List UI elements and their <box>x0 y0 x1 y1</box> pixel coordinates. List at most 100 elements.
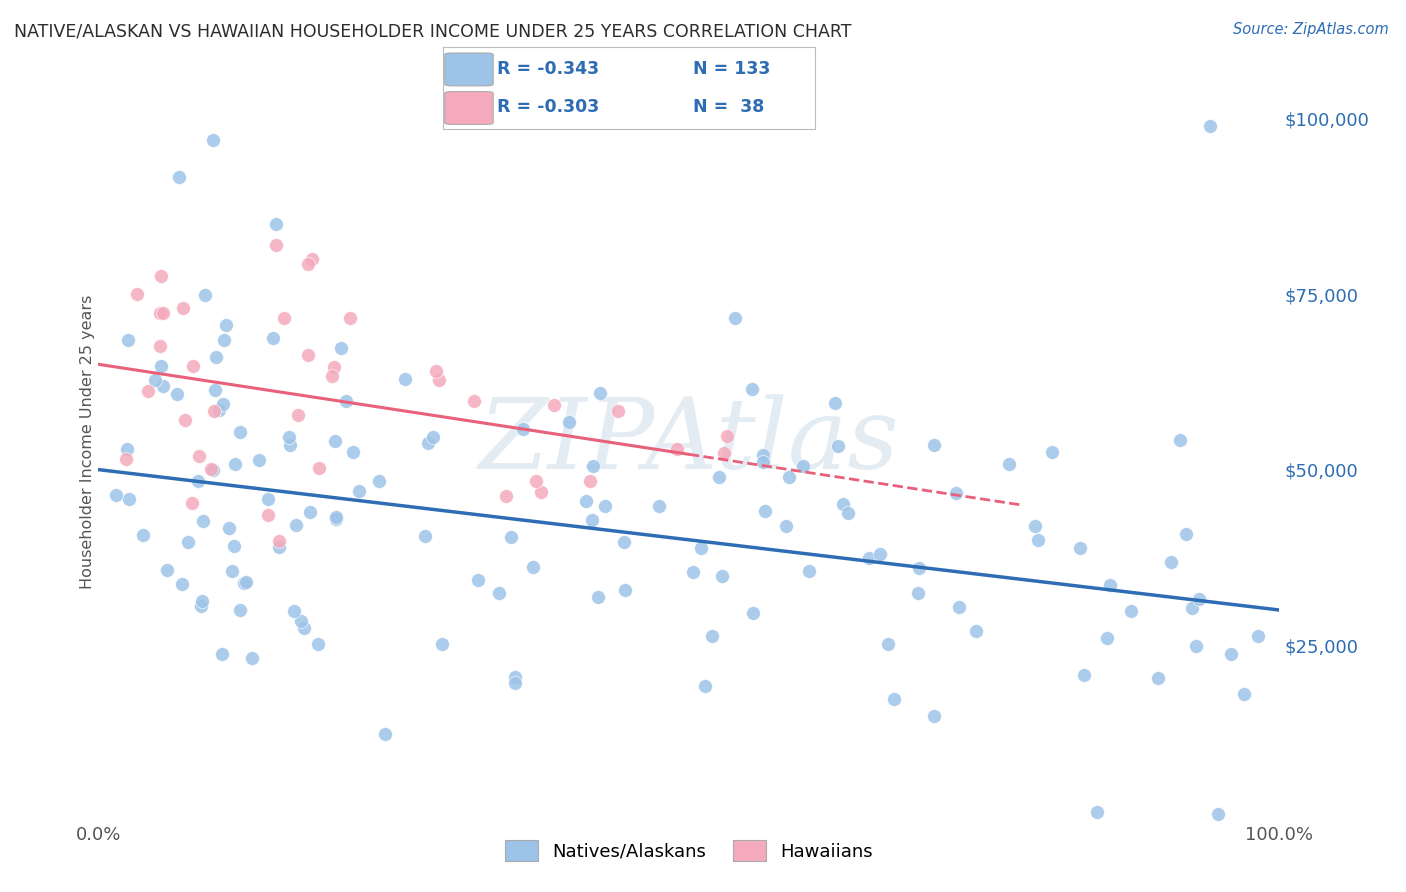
Point <box>335 394 357 409</box>
Point <box>1099 578 1122 592</box>
Point <box>1085 805 1108 819</box>
Point <box>283 604 305 618</box>
Point <box>488 586 510 600</box>
FancyBboxPatch shape <box>444 92 494 124</box>
Point <box>1069 541 1091 555</box>
Point <box>202 133 225 147</box>
Point <box>416 435 439 450</box>
Point <box>754 504 776 518</box>
Point <box>339 311 361 326</box>
Point <box>707 470 730 484</box>
Point <box>827 439 849 453</box>
Point <box>1185 639 1208 653</box>
Point <box>467 574 489 588</box>
Point <box>693 679 716 693</box>
Point <box>1073 668 1095 682</box>
Point <box>724 311 747 326</box>
Point <box>204 383 226 397</box>
Point <box>143 373 166 387</box>
Text: R = -0.343: R = -0.343 <box>496 61 599 78</box>
Point <box>229 602 252 616</box>
Point <box>292 621 315 635</box>
Text: R = -0.303: R = -0.303 <box>496 98 599 116</box>
Point <box>503 669 526 683</box>
Point <box>1147 671 1170 685</box>
Point <box>278 438 301 452</box>
Point <box>908 561 931 575</box>
Point <box>1206 806 1229 821</box>
Point <box>132 528 155 542</box>
Point <box>512 422 534 436</box>
Point <box>211 397 233 411</box>
Point <box>522 560 544 574</box>
Point <box>711 568 734 582</box>
Point <box>262 331 284 345</box>
Point <box>125 287 148 301</box>
Point <box>593 500 616 514</box>
Point <box>297 348 319 362</box>
Point <box>321 369 343 384</box>
Point <box>425 364 447 378</box>
Point <box>394 372 416 386</box>
Point <box>1246 629 1268 643</box>
Point <box>499 530 522 544</box>
Point <box>115 451 138 466</box>
Point <box>307 637 329 651</box>
Point <box>374 727 396 741</box>
Text: N = 133: N = 133 <box>693 61 770 78</box>
Point <box>218 521 240 535</box>
Text: ZIPAtlas: ZIPAtlas <box>478 394 900 489</box>
Point <box>211 647 233 661</box>
Point <box>181 359 204 374</box>
Point <box>778 470 800 484</box>
Point <box>105 488 128 502</box>
Point <box>606 404 628 418</box>
Point <box>264 217 287 231</box>
Text: N =  38: N = 38 <box>693 98 763 116</box>
Point <box>883 692 905 706</box>
Point <box>1026 533 1049 548</box>
Point <box>201 463 224 477</box>
Point <box>118 492 141 507</box>
Point <box>325 510 347 524</box>
Point <box>877 637 900 651</box>
Point <box>1181 601 1204 615</box>
Point <box>301 252 323 266</box>
Point <box>188 449 211 463</box>
Point <box>342 445 364 459</box>
Point <box>922 437 945 451</box>
Point <box>297 257 319 271</box>
Point <box>229 425 252 439</box>
Point <box>797 565 820 579</box>
Point <box>149 268 172 283</box>
Point <box>858 550 880 565</box>
Point <box>832 497 855 511</box>
Point <box>170 577 193 591</box>
Point <box>290 614 312 628</box>
Point <box>682 566 704 580</box>
Point <box>648 499 671 513</box>
Point <box>526 474 548 488</box>
Point <box>543 398 565 412</box>
Point <box>212 333 235 347</box>
Point <box>612 535 634 549</box>
Point <box>1160 555 1182 569</box>
Text: Source: ZipAtlas.com: Source: ZipAtlas.com <box>1233 22 1389 37</box>
Point <box>167 169 190 184</box>
Point <box>298 505 321 519</box>
Point <box>579 474 602 488</box>
Point <box>413 529 436 543</box>
Point <box>173 413 195 427</box>
Point <box>741 383 763 397</box>
Point <box>256 508 278 523</box>
Point <box>690 541 713 555</box>
Point <box>427 373 450 387</box>
Point <box>277 430 299 444</box>
Point <box>325 512 347 526</box>
Point <box>287 408 309 422</box>
Point <box>152 306 174 320</box>
Point <box>285 517 308 532</box>
Point <box>495 489 517 503</box>
Point <box>558 416 581 430</box>
Point <box>194 287 217 301</box>
